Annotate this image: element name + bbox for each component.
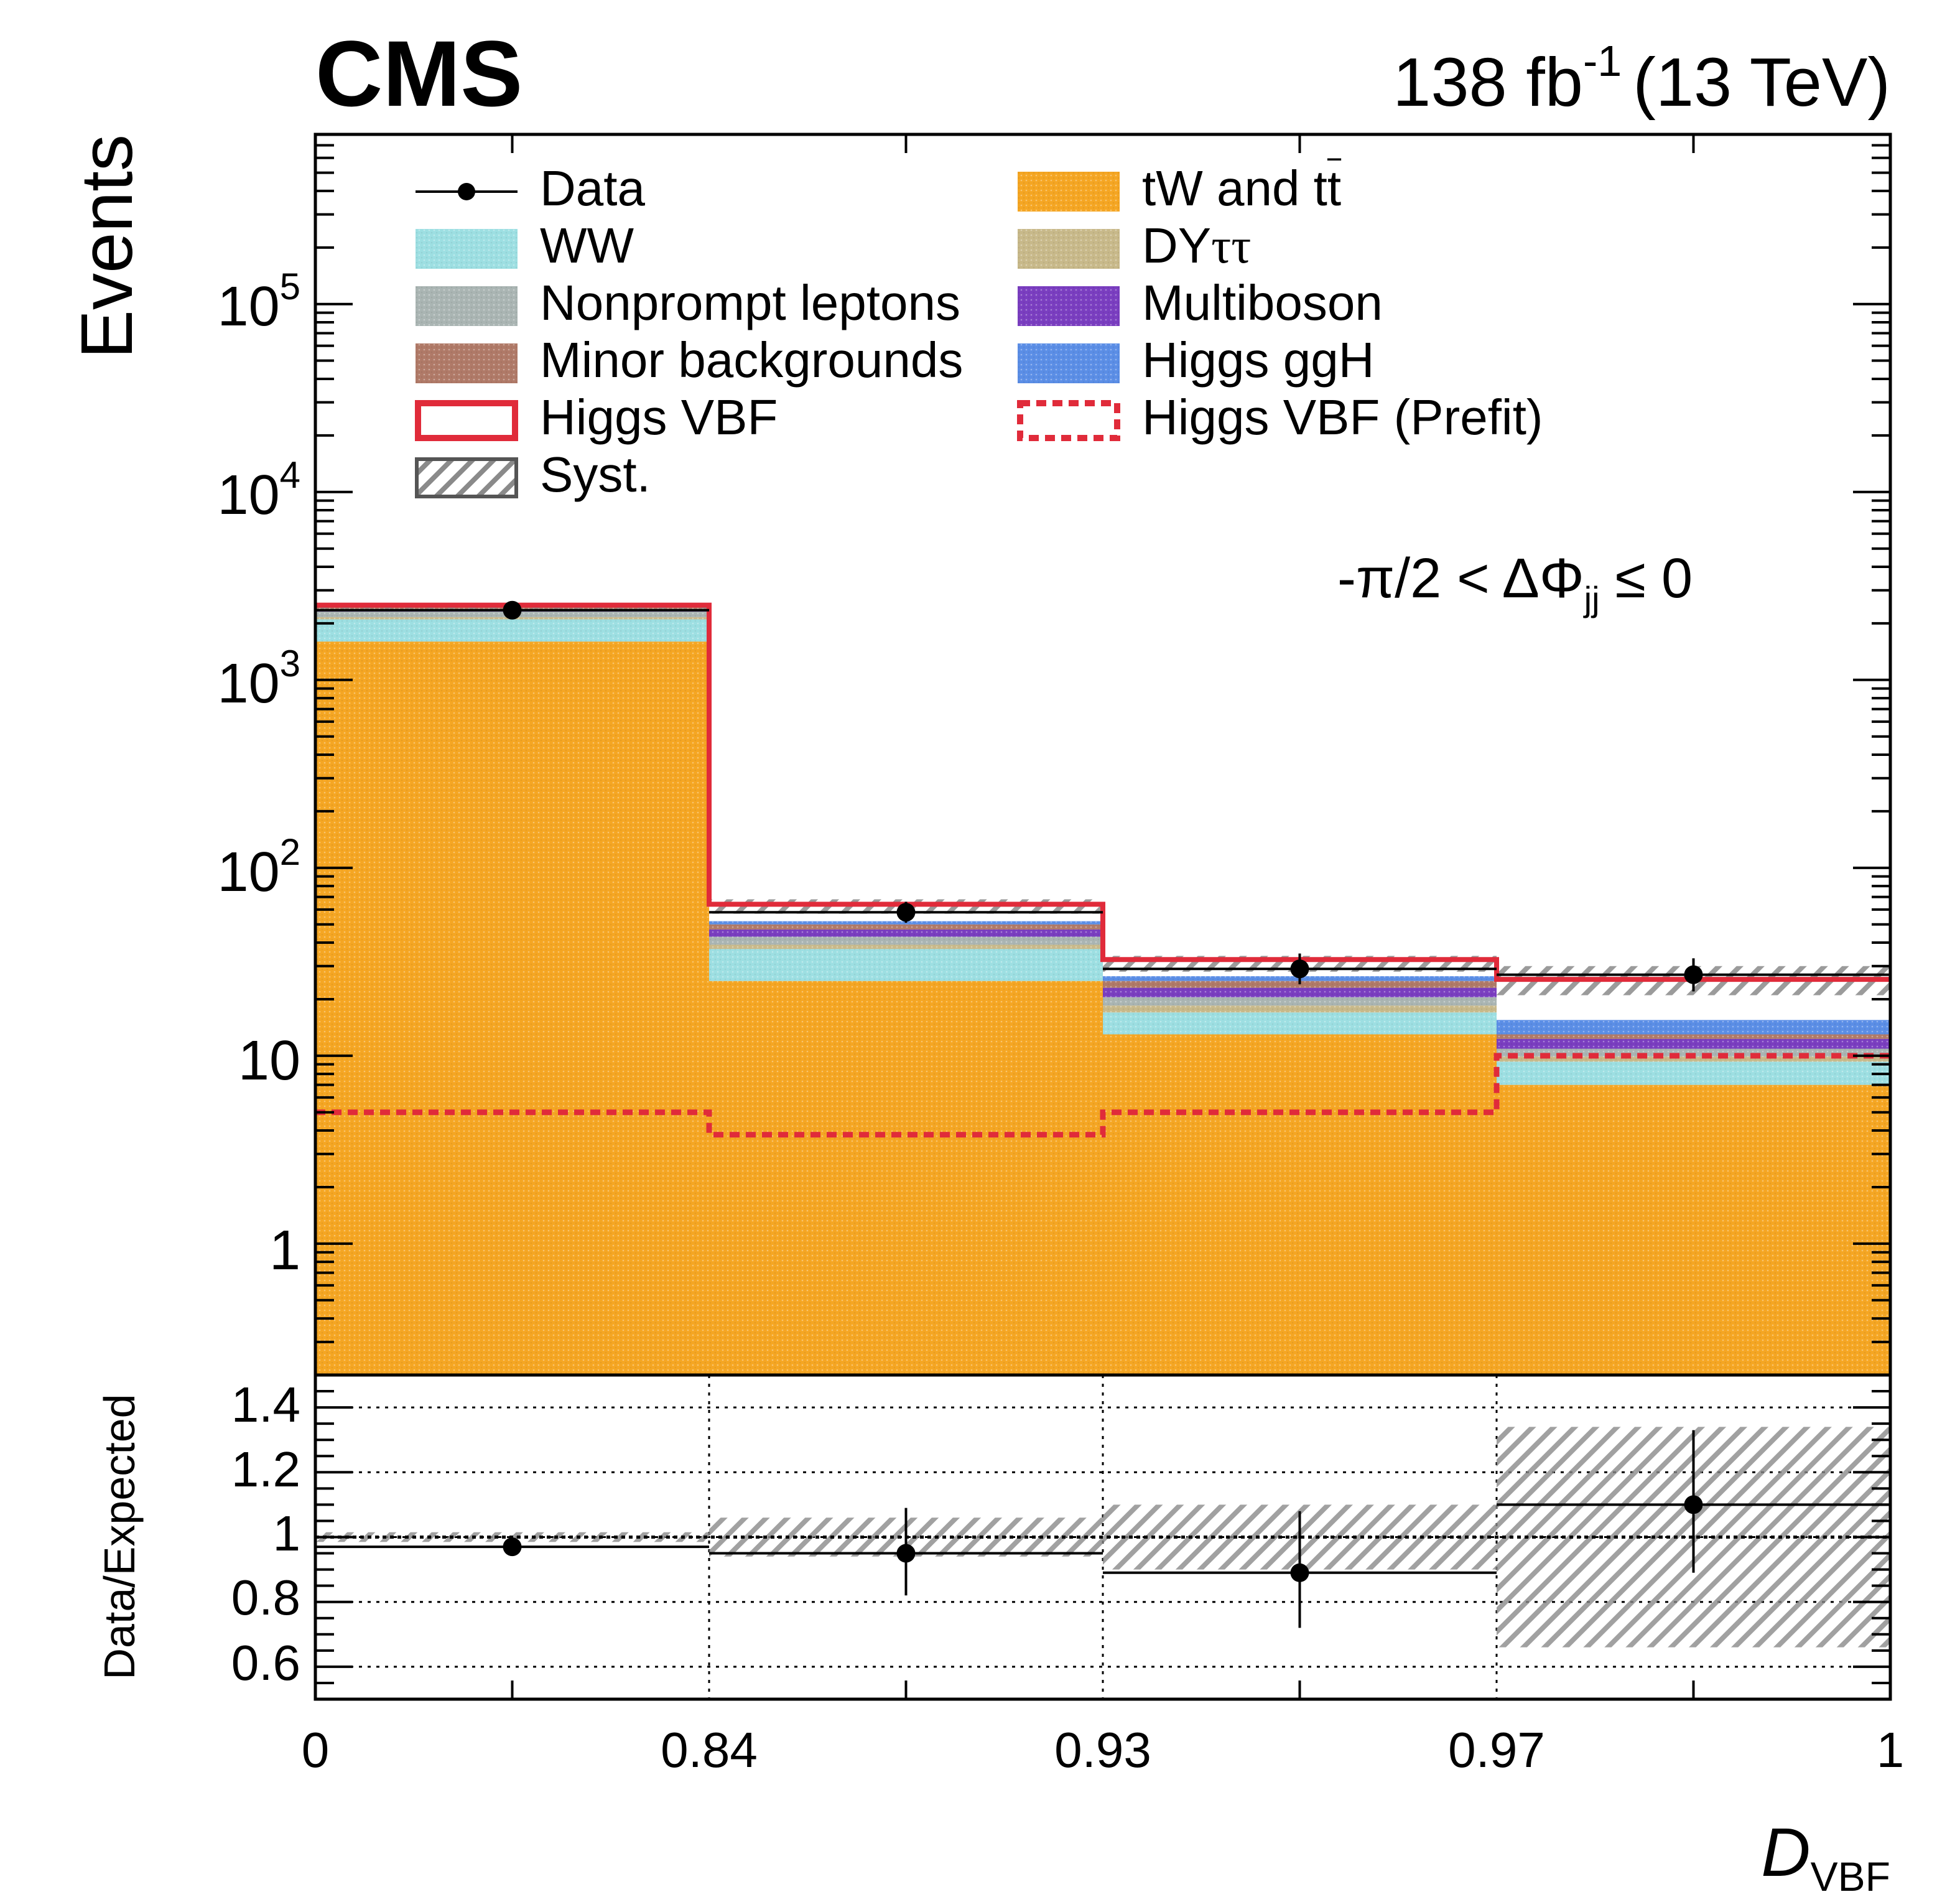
ytick-label: 105 — [218, 266, 300, 338]
bar-minor-texture — [1103, 981, 1497, 988]
bar-multiboson-texture — [709, 929, 1103, 937]
bar-tw-texture — [1103, 1034, 1497, 1375]
luminosity-label: 138 fb-1 (13 TeV) — [1393, 37, 1890, 121]
energy-label: (13 TeV) — [1633, 44, 1890, 121]
bar-ww-texture — [1497, 1061, 1890, 1085]
bar-nonprompt-texture — [709, 936, 1103, 945]
ratio-tick-label: 0.8 — [231, 1570, 300, 1625]
bar-nonprompt-texture — [1103, 997, 1497, 1006]
legend-label-vbf: Higgs VBF — [540, 389, 778, 445]
bar-tw-texture — [315, 641, 709, 1375]
x-axis-title-main: D — [1761, 1814, 1810, 1891]
ytick-label: 104 — [218, 454, 300, 526]
x-axis-title: DVBF — [1761, 1814, 1890, 1900]
ratio-tick-label: 1 — [273, 1506, 301, 1561]
ratio-plot-frame — [314, 1373, 1892, 1701]
xtick-label: 0.84 — [661, 1722, 758, 1778]
lumi-value: 138 fb — [1393, 44, 1583, 121]
experiment-label: CMS — [315, 21, 523, 126]
legend-label-vbf-prefit: Higgs VBF (Prefit) — [1142, 389, 1543, 445]
legend-entry-syst: Syst. — [415, 447, 651, 502]
bar-dy-texture — [709, 944, 1103, 949]
vbf-prefit-line — [315, 1053, 1890, 1138]
xtick-label: 1 — [1877, 1722, 1905, 1778]
ratio-tick-label: 0.6 — [231, 1635, 300, 1690]
legend-entry-tw: tW and tt — [1018, 161, 1341, 216]
ytick-label: 102 — [218, 831, 300, 903]
legend-label-minor: Minor backgrounds — [540, 332, 963, 388]
legend-entry-vbf-prefit: Higgs VBF (Prefit) — [1017, 389, 1543, 445]
legend-entry-minor: Minor backgrounds — [416, 332, 963, 388]
ytick-label: 1 — [269, 1219, 300, 1282]
data-point — [1290, 959, 1309, 979]
main-axis-ticks — [315, 133, 1890, 1376]
x-axis-title-sub: VBF — [1811, 1853, 1890, 1900]
ratio-y-axis-title: Data/Expected — [95, 1394, 144, 1679]
legend: Data WW Nonprompt leptons Minor backgrou… — [415, 161, 1543, 502]
legend-entry-vbf: Higgs VBF — [415, 389, 778, 445]
legend-entry-ggh: Higgs ggH — [1018, 332, 1375, 388]
main-plot — [314, 133, 1892, 1377]
bar-minor-texture — [709, 924, 1103, 930]
legend-entry-dy: DYττ — [1018, 218, 1251, 274]
legend-label-dy: DYττ — [1142, 218, 1251, 274]
ratio-syst-band — [315, 1427, 1890, 1648]
legend-label-syst: Syst. — [540, 447, 651, 502]
ratio-tick-label: 1.4 — [231, 1377, 300, 1432]
ratio-point — [896, 1544, 916, 1563]
ratio-point — [1290, 1563, 1309, 1582]
legend-entry-ww: WW — [416, 218, 634, 273]
region-label: -π/2 < ΔΦjj ≤ 0 — [1337, 548, 1693, 618]
y-axis-title: Events — [66, 134, 148, 359]
lumi-exponent: -1 — [1583, 37, 1622, 85]
y-tick-labels: 1 10 102 103 104 105 — [218, 266, 300, 1282]
bar-multiboson-texture — [1103, 987, 1497, 997]
bar-ww-texture — [315, 619, 709, 642]
ratio-tick-labels: 0.6 0.8 1 1.2 1.4 — [231, 1377, 300, 1690]
x-tick-labels: 0 0.84 0.93 0.97 1 — [302, 1722, 1905, 1778]
legend-label-ww: WW — [540, 218, 634, 273]
legend-label-ggh: Higgs ggH — [1142, 332, 1375, 388]
legend-entry-multiboson: Multiboson — [1018, 275, 1383, 330]
ratio-point — [1684, 1495, 1703, 1514]
legend-label-multiboson: Multiboson — [1142, 275, 1383, 330]
bar-minor-texture — [1497, 1034, 1890, 1039]
tbar-symbol: t — [1327, 161, 1341, 216]
ytick-label: 103 — [218, 643, 300, 715]
legend-entry-nonprompt: Nonprompt leptons — [416, 275, 960, 330]
ytick-label: 10 — [238, 1030, 300, 1092]
ratio-point — [503, 1537, 522, 1557]
bar-tw-texture — [1497, 1084, 1890, 1375]
bar-ww-texture — [709, 949, 1103, 981]
legend-label-tw: tW and tt — [1142, 161, 1341, 216]
legend-label-nonprompt: Nonprompt leptons — [540, 275, 960, 330]
bar-multiboson-texture — [1497, 1038, 1890, 1049]
ratio-plot — [314, 1373, 1892, 1701]
stacked-histogram — [315, 605, 1890, 1375]
bar-dy-texture — [1103, 1005, 1497, 1013]
data-point — [503, 600, 522, 620]
data-point — [896, 903, 916, 922]
xtick-label: 0 — [302, 1722, 330, 1778]
ratio-points — [315, 1430, 1890, 1628]
xtick-label: 0.93 — [1054, 1722, 1151, 1778]
bar-ggh-texture — [1497, 1020, 1890, 1035]
legend-entry-data: Data — [416, 161, 645, 216]
bar-tw-texture — [709, 981, 1103, 1375]
bar-ggh-texture — [709, 921, 1103, 925]
ratio-tick-label: 1.2 — [231, 1442, 300, 1497]
legend-label-data: Data — [540, 161, 645, 216]
data-point — [1684, 965, 1703, 984]
bar-ww-texture — [1103, 1012, 1497, 1035]
xtick-label: 0.97 — [1448, 1722, 1545, 1778]
vbf-total-line — [315, 602, 1890, 982]
bar-dy-texture — [1497, 1056, 1890, 1062]
data-points — [315, 600, 1890, 992]
